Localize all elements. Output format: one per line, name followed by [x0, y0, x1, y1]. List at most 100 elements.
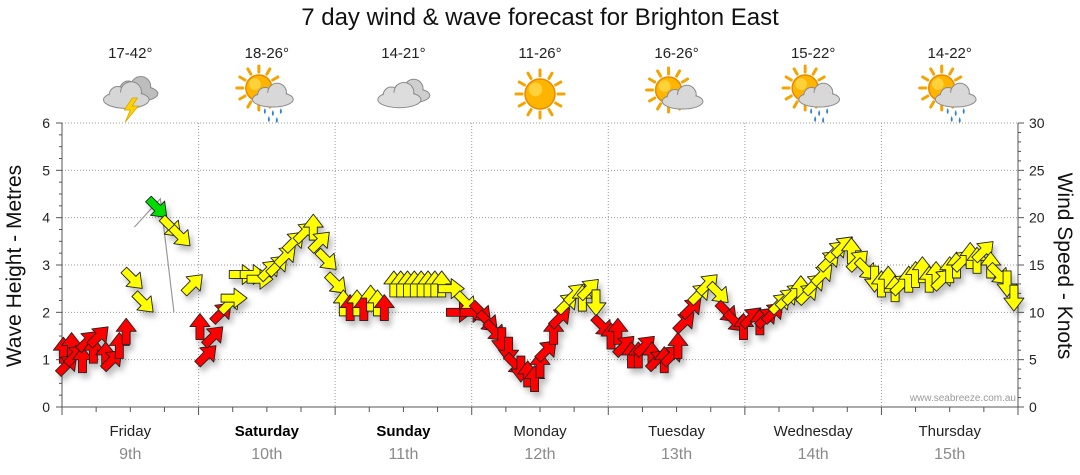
sun-ray: [271, 75, 280, 82]
wave-height-series: [133, 197, 175, 313]
day-number-label: 10th: [251, 446, 282, 463]
chart-title: 7 day wind & wave forecast for Brighton …: [301, 4, 779, 31]
rain-drop: [946, 108, 949, 114]
rain-drop: [279, 108, 282, 114]
rain-drop: [275, 117, 278, 123]
sun-ray: [792, 67, 799, 76]
cloud-fill: [663, 94, 703, 109]
y-left-tick-label: 5: [42, 162, 50, 178]
cloud-fill: [104, 92, 149, 108]
wind-arrow: [548, 307, 571, 330]
day-temperature-label: 16-26°: [654, 45, 698, 62]
sun-highlight: [658, 80, 671, 92]
wind-arrow: [220, 287, 248, 309]
y-left-tick-label: 4: [42, 210, 50, 226]
storm-icon: [102, 76, 159, 123]
day-name-label: Thursday: [918, 423, 981, 440]
day-temperature-label: 14-21°: [381, 45, 425, 62]
day-temperature-label: 18-26°: [245, 45, 289, 62]
wind-arrow: [307, 231, 330, 254]
sun-ray: [238, 75, 247, 82]
wind-arrow: [607, 317, 629, 345]
y-axis-left-label: Wave Height - Metres: [3, 165, 26, 367]
y-right-tick-label: 30: [1029, 115, 1045, 131]
wind-arrow: [672, 312, 695, 335]
sun-ray: [817, 75, 826, 82]
day-number-label: 12th: [524, 446, 555, 463]
wind-arrow-series: [52, 195, 1025, 393]
day-name-label: Sunday: [376, 423, 431, 440]
day-name-label: Monday: [513, 423, 567, 440]
day-number-label: 11th: [388, 446, 418, 463]
cloud-shape: [251, 82, 294, 108]
cloud-icon: [377, 78, 431, 109]
wind-arrow: [1003, 284, 1025, 312]
cloud-shape: [934, 82, 977, 108]
sun-ray: [517, 80, 526, 87]
cloud-shape: [102, 81, 150, 109]
sun-ray: [784, 94, 793, 101]
sun-ray: [675, 69, 682, 78]
wind-arrow: [180, 274, 203, 297]
day-weather-header: 17-42° 18-26° 14-21° 11-26° 16-26° 15-22° 14-2…: [102, 45, 977, 123]
sun-highlight: [795, 78, 808, 90]
day-number-label: 15th: [934, 446, 965, 463]
sun-ray: [656, 102, 663, 111]
sun-ray: [648, 77, 657, 84]
y-left-tick-label: 1: [42, 352, 50, 368]
sun-highlight: [249, 78, 261, 90]
y-left-tick-label: 0: [42, 399, 50, 415]
y-left-tick-label: 2: [42, 304, 50, 320]
cloud-fill: [378, 92, 421, 107]
sun-ray: [784, 75, 793, 82]
sun-ray: [526, 108, 533, 117]
wind-arrow: [810, 264, 833, 287]
sun-ray: [811, 67, 818, 76]
y-right-tick-label: 0: [1029, 399, 1037, 415]
sun-ray: [547, 71, 554, 80]
sun-cloud-icon: [645, 66, 704, 114]
day-name-label: Wednesday: [774, 423, 853, 440]
lightning-bolt: [123, 97, 140, 123]
sun-ray: [792, 100, 799, 109]
rain-drop: [822, 117, 825, 123]
y-right-tick-label: 25: [1029, 162, 1045, 178]
sun-ray: [238, 94, 247, 101]
y-right-tick-label: 15: [1029, 257, 1045, 273]
sun-cloud-rain-icon: [781, 64, 841, 123]
y-left-tick-label: 6: [42, 115, 50, 131]
sun-ray: [265, 67, 272, 76]
sun-ray: [526, 71, 533, 80]
sun-icon: [514, 68, 566, 120]
wind-arrow: [324, 271, 347, 294]
sun-ray: [554, 80, 563, 87]
sun-ray: [680, 77, 690, 84]
rain-drop: [826, 108, 829, 114]
sun-ray: [921, 75, 930, 82]
day-number-label: 13th: [661, 446, 692, 463]
sun-ray: [554, 101, 563, 108]
rain-drop: [810, 108, 813, 114]
day-name-label: Saturday: [235, 423, 300, 440]
sun-ray: [921, 94, 930, 101]
sun-ray: [948, 67, 955, 76]
chart-axes: 0 1 2 3 4 5 6 0 5 10 15 20 25 30: [42, 115, 1045, 415]
sun-ray: [547, 108, 554, 117]
cloud-shape: [661, 84, 704, 110]
cloud-fill: [253, 92, 293, 107]
rain-drop: [263, 108, 266, 114]
day-number-label: 9th: [119, 446, 141, 463]
wind-arrow: [115, 317, 137, 345]
wind-arrow: [145, 195, 168, 218]
sun-ray: [246, 67, 253, 76]
wind-arrow: [201, 326, 224, 349]
sun-ray: [929, 100, 936, 109]
day-number-label: 14th: [798, 446, 829, 463]
cloud-fill: [799, 92, 839, 107]
cloud-shape: [798, 82, 841, 108]
cloud-fill: [936, 92, 976, 107]
rain-drop: [267, 116, 270, 122]
sun-ray: [246, 100, 253, 109]
sun-highlight: [528, 82, 543, 97]
